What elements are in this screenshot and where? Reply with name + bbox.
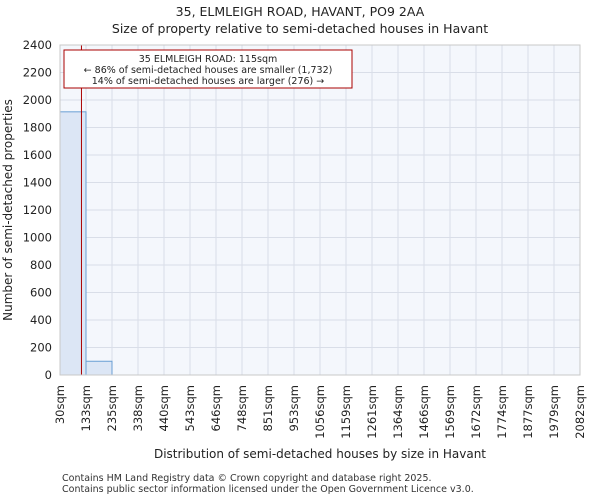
x-tick-label: 1877sqm bbox=[521, 385, 535, 439]
y-tick-label: 1800 bbox=[23, 121, 52, 135]
grid-lines bbox=[59, 44, 581, 376]
x-tick-label: 1569sqm bbox=[443, 385, 457, 439]
x-tick-label: 543sqm bbox=[183, 385, 197, 431]
x-tick-label: 1774sqm bbox=[495, 385, 509, 439]
chart-title-line2: Size of property relative to semi-detach… bbox=[112, 21, 488, 36]
y-axis-label: Number of semi-detached properties bbox=[1, 99, 15, 321]
x-axis-label: Distribution of semi-detached houses by … bbox=[154, 447, 486, 461]
x-tick-label: 2082sqm bbox=[573, 385, 587, 439]
y-tick-label: 200 bbox=[30, 341, 52, 355]
x-tick-label: 1056sqm bbox=[313, 385, 327, 439]
x-tick-label: 338sqm bbox=[131, 385, 145, 431]
y-tick-label: 400 bbox=[30, 313, 52, 327]
footer-line2: Contains public sector information licen… bbox=[62, 484, 474, 495]
x-tick-label: 1979sqm bbox=[547, 385, 561, 439]
y-tick-label: 2400 bbox=[23, 38, 52, 52]
x-tick-label: 133sqm bbox=[79, 385, 93, 431]
x-tick-label: 1364sqm bbox=[391, 385, 405, 439]
y-tick-label: 0 bbox=[45, 368, 52, 382]
plot-frame bbox=[59, 44, 581, 376]
y-tick-label: 600 bbox=[30, 286, 52, 300]
x-tick-label: 1159sqm bbox=[339, 385, 353, 439]
y-tick-label: 1400 bbox=[23, 176, 52, 190]
x-tick-label: 646sqm bbox=[209, 385, 223, 431]
x-tick-label: 1261sqm bbox=[365, 385, 379, 439]
x-tick-label: 953sqm bbox=[287, 385, 301, 431]
x-tick-label: 30sqm bbox=[53, 385, 67, 424]
y-tick-label: 1200 bbox=[23, 203, 52, 217]
x-tick-label: 748sqm bbox=[235, 385, 249, 431]
bar-133sqm bbox=[85, 360, 113, 376]
annotation-line1: 35 ELMLEIGH ROAD: 115sqm bbox=[139, 54, 278, 65]
annotation-line2: ← 86% of semi-detached houses are smalle… bbox=[84, 65, 333, 76]
x-tick-label: 440sqm bbox=[157, 385, 171, 431]
x-axis-ticks: 30sqm 133sqm 235sqm 338sqm 440sqm 543sqm 646sq… bbox=[53, 385, 587, 439]
chart-title-line1: 35, ELMLEIGH ROAD, HAVANT, PO9 2AA bbox=[176, 4, 425, 19]
y-axis-ticks: 0 200 400 600 800 1000 1200 1400 1600 1800 2000 220… bbox=[23, 38, 52, 382]
y-tick-label: 1000 bbox=[23, 231, 52, 245]
x-tick-label: 851sqm bbox=[261, 385, 275, 431]
x-tick-label: 1466sqm bbox=[417, 385, 431, 439]
x-tick-label: 235sqm bbox=[105, 385, 119, 431]
annotation-box bbox=[63, 49, 353, 89]
annotation-line3: 14% of semi-detached houses are larger (… bbox=[92, 76, 325, 87]
y-tick-label: 1600 bbox=[23, 148, 52, 162]
bar-30sqm bbox=[59, 111, 87, 376]
y-tick-label: 800 bbox=[30, 258, 52, 272]
y-tick-label: 2200 bbox=[23, 66, 52, 80]
x-tick-label: 1672sqm bbox=[469, 385, 483, 439]
footer-line1: Contains HM Land Registry data © Crown c… bbox=[62, 473, 432, 484]
y-tick-label: 2000 bbox=[23, 93, 52, 107]
